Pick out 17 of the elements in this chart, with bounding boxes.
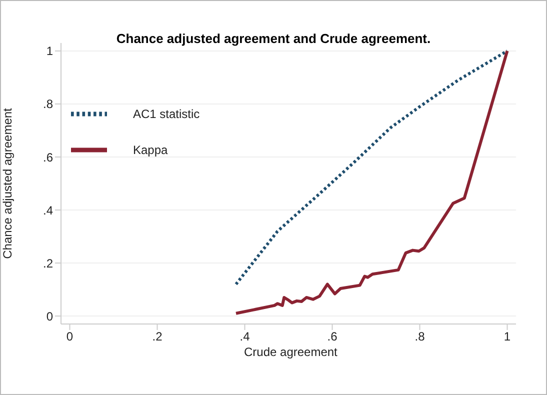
y-tick-label: .2 [42, 256, 54, 270]
x-tick-label: .6 [327, 330, 338, 344]
x-tick-label: .4 [240, 330, 250, 344]
y-tick-label: .8 [42, 97, 54, 112]
x-tick-label: .8 [414, 330, 426, 344]
x-tick-label: 0 [66, 330, 74, 344]
legend-label: Kappa [133, 143, 168, 158]
x-axis-title: Crude agreement [244, 345, 338, 359]
y-axis-title: Chance adjusted agreement [0, 107, 14, 259]
x-tick-label: 1 [504, 330, 511, 344]
x-tick-label: .2 [152, 330, 163, 344]
y-tick-label: 0 [46, 309, 54, 324]
chart-title: Chance adjusted agreement and Crude agreement. [115, 31, 432, 46]
y-tick-label: .4 [42, 203, 54, 218]
y-tick-label: 1 [46, 44, 54, 58]
y-tick-label: .6 [42, 150, 54, 164]
legend-label: AC1 statistic [133, 107, 200, 122]
